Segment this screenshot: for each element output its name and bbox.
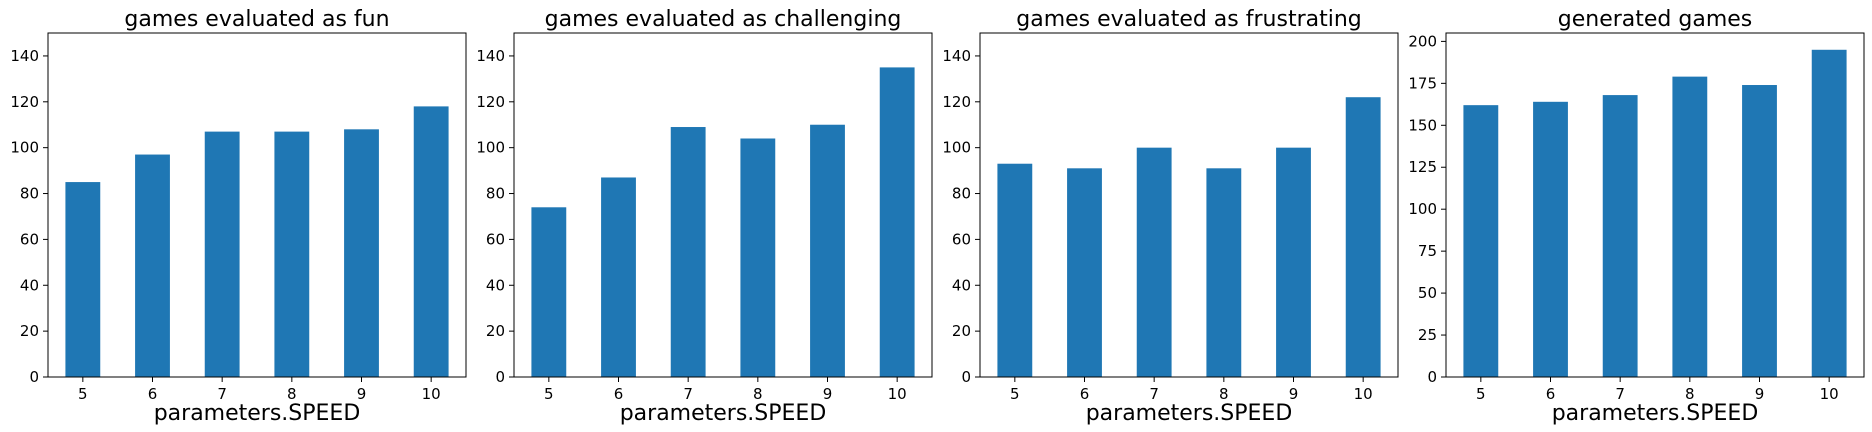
y-tick-label: 25 bbox=[1418, 326, 1437, 344]
x-tick-label: 5 bbox=[1010, 385, 1020, 403]
y-tick-label: 60 bbox=[20, 230, 39, 248]
x-tick-label: 7 bbox=[1149, 385, 1159, 403]
chart-title: games evaluated as challenging bbox=[545, 7, 902, 32]
bar-9 bbox=[1276, 147, 1311, 377]
y-tick-label: 20 bbox=[486, 322, 505, 340]
x-tick-label: 9 bbox=[1755, 385, 1765, 403]
bar-7 bbox=[1602, 95, 1638, 378]
x-tick-label: 10 bbox=[888, 385, 907, 403]
plot-frame bbox=[1445, 32, 1865, 378]
y-tick-label: 0 bbox=[961, 368, 971, 386]
x-tick-label: 9 bbox=[357, 385, 367, 403]
bar-7 bbox=[1136, 147, 1172, 377]
plot-frame bbox=[979, 32, 1399, 378]
y-tick-label: 100 bbox=[10, 139, 39, 157]
y-tick-label: 0 bbox=[495, 368, 505, 386]
y-tick-label: 140 bbox=[10, 47, 39, 65]
x-tick-label: 7 bbox=[217, 385, 227, 403]
bar-5 bbox=[531, 207, 567, 377]
x-tick-label: 5 bbox=[1476, 385, 1486, 403]
y-tick-label: 60 bbox=[486, 230, 505, 248]
chart-title: games evaluated as fun bbox=[124, 7, 389, 32]
y-tick-label: 40 bbox=[952, 276, 971, 294]
x-tick-label: 5 bbox=[78, 385, 88, 403]
chart-title: games evaluated as frustrating bbox=[1016, 7, 1362, 32]
bar-6 bbox=[1067, 168, 1102, 377]
y-tick-label: 60 bbox=[952, 230, 971, 248]
y-tick-label: 80 bbox=[20, 185, 39, 203]
bar-8 bbox=[1672, 76, 1708, 377]
y-tick-label: 140 bbox=[942, 47, 971, 65]
bar-9 bbox=[1742, 85, 1777, 378]
bar-8 bbox=[1206, 168, 1242, 377]
x-tick-label: 10 bbox=[1354, 385, 1373, 403]
x-tick-label: 10 bbox=[1820, 385, 1839, 403]
y-tick-label: 50 bbox=[1418, 284, 1437, 302]
bar-5 bbox=[997, 163, 1033, 377]
y-tick-label: 175 bbox=[1408, 74, 1437, 92]
bar-7 bbox=[204, 131, 240, 377]
chart-title: generated games bbox=[1558, 7, 1753, 32]
plot-frame bbox=[47, 32, 467, 378]
y-tick-label: 0 bbox=[1427, 368, 1437, 386]
x-tick-label: 8 bbox=[753, 385, 763, 403]
x-tick-label: 9 bbox=[1289, 385, 1299, 403]
y-tick-label: 200 bbox=[1408, 32, 1437, 50]
y-tick-label: 100 bbox=[1408, 200, 1437, 218]
bar-7 bbox=[670, 127, 706, 377]
x-axis-label: parameters.SPEED bbox=[620, 401, 827, 426]
x-tick-label: 9 bbox=[823, 385, 833, 403]
bar-6 bbox=[1533, 101, 1568, 378]
y-tick-label: 120 bbox=[476, 93, 505, 111]
bar-9 bbox=[344, 129, 379, 377]
y-tick-label: 20 bbox=[952, 322, 971, 340]
x-tick-label: 8 bbox=[1685, 385, 1695, 403]
y-tick-label: 40 bbox=[486, 276, 505, 294]
y-tick-label: 125 bbox=[1408, 158, 1437, 176]
bar-5 bbox=[65, 182, 101, 377]
bar-5 bbox=[1463, 105, 1499, 377]
x-tick-label: 7 bbox=[1615, 385, 1625, 403]
bar-10 bbox=[413, 106, 449, 378]
x-tick-label: 8 bbox=[1219, 385, 1229, 403]
x-tick-label: 6 bbox=[1546, 385, 1556, 403]
bar-8 bbox=[740, 138, 776, 377]
x-tick-label: 6 bbox=[148, 385, 158, 403]
x-axis-label: parameters.SPEED bbox=[1552, 401, 1759, 426]
x-tick-label: 7 bbox=[683, 385, 693, 403]
y-tick-label: 20 bbox=[20, 322, 39, 340]
bar-6 bbox=[135, 154, 170, 377]
y-tick-label: 120 bbox=[942, 93, 971, 111]
x-tick-label: 5 bbox=[544, 385, 554, 403]
x-axis-label: parameters.SPEED bbox=[1086, 401, 1293, 426]
x-tick-label: 10 bbox=[422, 385, 441, 403]
x-tick-label: 6 bbox=[1080, 385, 1090, 403]
x-tick-label: 6 bbox=[614, 385, 624, 403]
y-tick-label: 40 bbox=[20, 276, 39, 294]
y-tick-label: 80 bbox=[486, 185, 505, 203]
x-axis-label: parameters.SPEED bbox=[154, 401, 361, 426]
y-tick-label: 120 bbox=[10, 93, 39, 111]
plot-frame bbox=[513, 32, 933, 378]
y-tick-label: 140 bbox=[476, 47, 505, 65]
bar-9 bbox=[810, 124, 845, 377]
bar-10 bbox=[879, 67, 915, 378]
x-tick-label: 8 bbox=[287, 385, 297, 403]
y-tick-label: 100 bbox=[942, 139, 971, 157]
bar-6 bbox=[601, 177, 636, 377]
y-tick-label: 75 bbox=[1418, 242, 1437, 260]
bar-10 bbox=[1345, 97, 1381, 378]
y-tick-label: 0 bbox=[29, 368, 39, 386]
y-tick-label: 100 bbox=[476, 139, 505, 157]
y-tick-label: 150 bbox=[1408, 116, 1437, 134]
bar-10 bbox=[1811, 49, 1847, 377]
y-tick-label: 80 bbox=[952, 185, 971, 203]
bar-8 bbox=[274, 131, 310, 377]
